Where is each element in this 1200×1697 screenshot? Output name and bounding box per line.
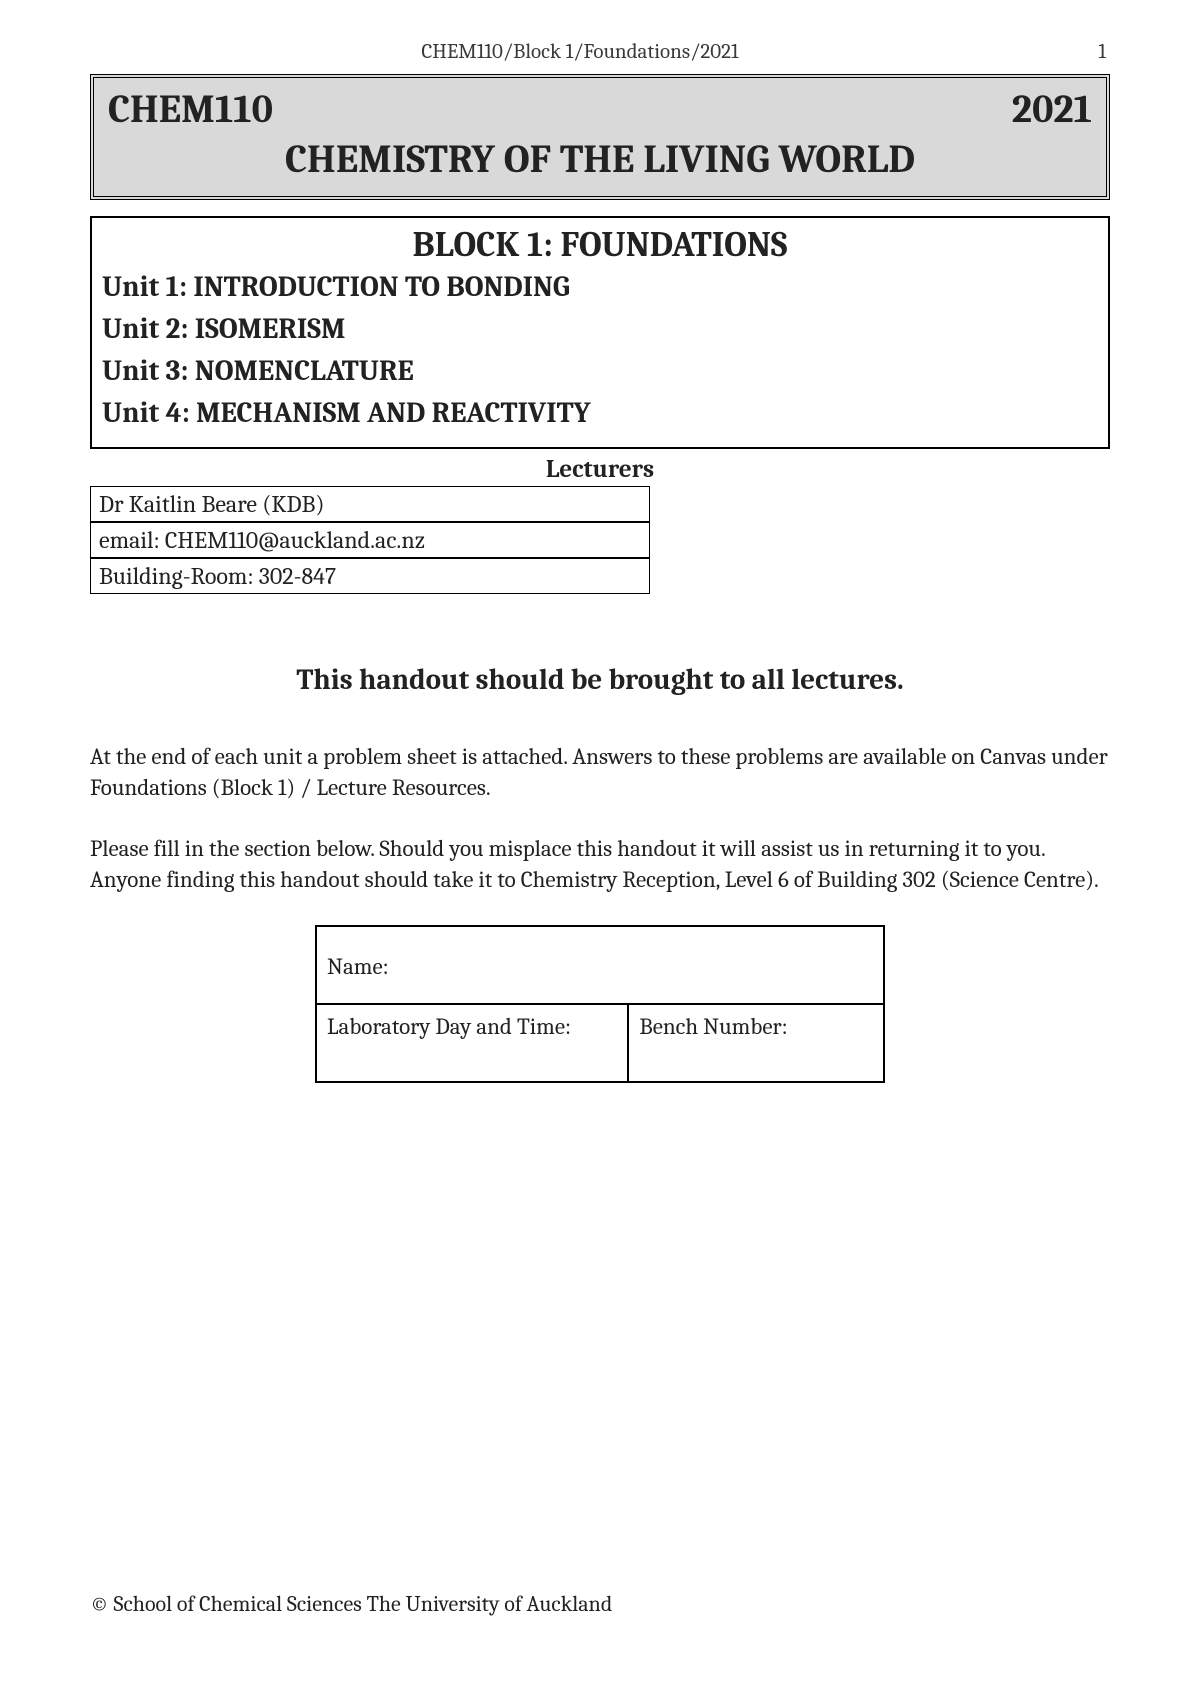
lecturer-room: Building-Room: 302-847 bbox=[90, 558, 650, 594]
block-box: BLOCK 1: FOUNDATIONS Unit 1: INTRODUCTIO… bbox=[90, 216, 1110, 449]
block-heading: BLOCK 1: FOUNDATIONS bbox=[102, 224, 1098, 265]
name-field[interactable]: Name: bbox=[316, 926, 884, 1004]
footer-copyright: © School of Chemical Sciences The Univer… bbox=[90, 1591, 612, 1617]
page-header: CHEM110/Block 1/Foundations/2021 1 bbox=[90, 40, 1110, 64]
unit-1: Unit 1: INTRODUCTION TO BONDING bbox=[102, 267, 1098, 309]
course-title-row: CHEM110 2021 bbox=[108, 86, 1092, 132]
unit-4: Unit 4: MECHANISM AND REACTIVITY bbox=[102, 393, 1098, 435]
course-year: 2021 bbox=[1012, 86, 1092, 132]
lecturer-name: Dr Kaitlin Beare (KDB) bbox=[90, 486, 650, 522]
course-code: CHEM110 bbox=[108, 86, 273, 132]
bench-number-field[interactable]: Bench Number: bbox=[628, 1004, 884, 1082]
lab-day-time-field[interactable]: Laboratory Day and Time: bbox=[316, 1004, 628, 1082]
student-info-table: Name: Laboratory Day and Time: Bench Num… bbox=[315, 925, 885, 1083]
paragraph-1: At the end of each unit a problem sheet … bbox=[90, 741, 1110, 803]
lecturer-table: Dr Kaitlin Beare (KDB) email: CHEM110@au… bbox=[90, 486, 650, 594]
course-name: CHEMISTRY OF THE LIVING WORLD bbox=[108, 136, 1092, 182]
paragraph-2: Please fill in the section below. Should… bbox=[90, 833, 1110, 895]
lecturers-heading: Lecturers bbox=[90, 455, 1110, 484]
header-page-number: 1 bbox=[1066, 40, 1106, 64]
unit-3: Unit 3: NOMENCLATURE bbox=[102, 351, 1098, 393]
emphasis-statement: This handout should be brought to all le… bbox=[90, 664, 1110, 697]
course-title-box: CHEM110 2021 CHEMISTRY OF THE LIVING WOR… bbox=[90, 74, 1110, 200]
header-breadcrumb: CHEM110/Block 1/Foundations/2021 bbox=[94, 40, 1066, 64]
lecturer-email: email: CHEM110@auckland.ac.nz bbox=[90, 522, 650, 558]
unit-2: Unit 2: ISOMERISM bbox=[102, 309, 1098, 351]
